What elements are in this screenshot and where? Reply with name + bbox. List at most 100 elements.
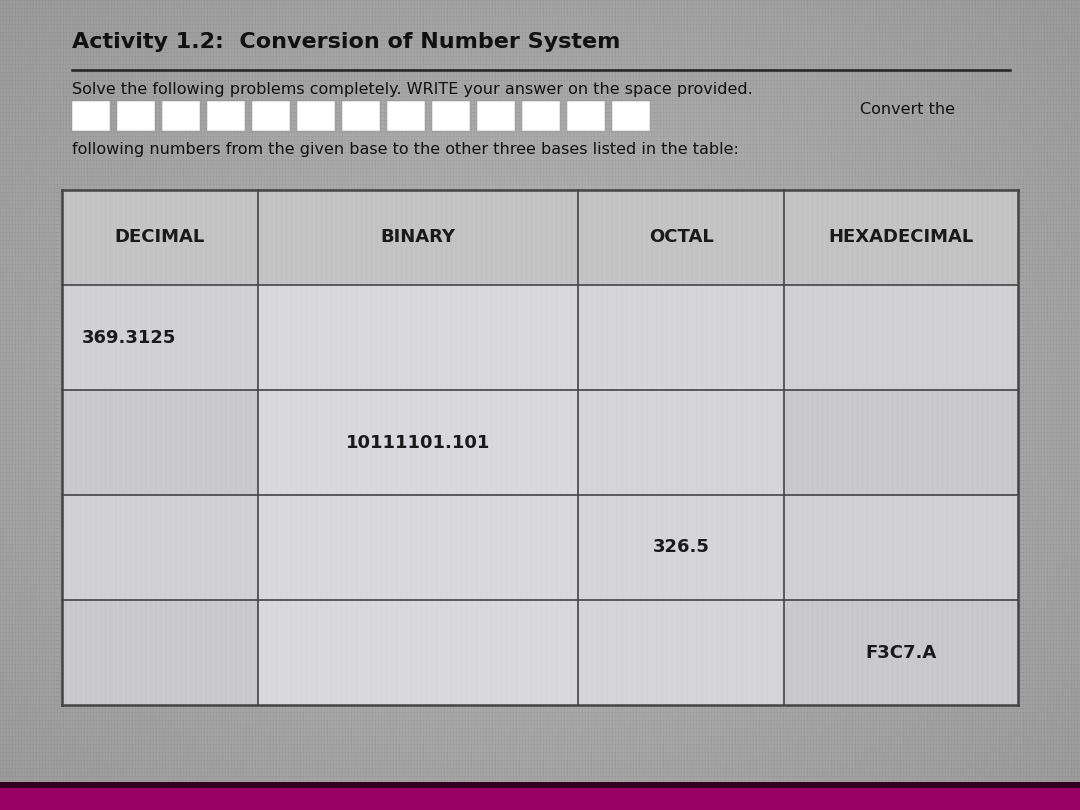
- Bar: [974, 190, 976, 285]
- Bar: [604, 285, 606, 390]
- Bar: [914, 390, 916, 495]
- Bar: [428, 190, 431, 285]
- Bar: [252, 190, 255, 285]
- Bar: [799, 390, 801, 495]
- Bar: [468, 285, 471, 390]
- Bar: [598, 600, 600, 705]
- Bar: [283, 495, 285, 600]
- Bar: [613, 600, 616, 705]
- Bar: [548, 390, 551, 495]
- Bar: [393, 390, 395, 495]
- Bar: [713, 390, 716, 495]
- Bar: [644, 390, 646, 495]
- Bar: [162, 495, 164, 600]
- Bar: [879, 600, 881, 705]
- Bar: [974, 495, 976, 600]
- Bar: [503, 285, 505, 390]
- Bar: [613, 190, 616, 285]
- Bar: [824, 390, 826, 495]
- Bar: [518, 390, 521, 495]
- Bar: [653, 190, 656, 285]
- Bar: [258, 390, 578, 495]
- Bar: [638, 390, 640, 495]
- Bar: [283, 285, 285, 390]
- Bar: [839, 600, 841, 705]
- Bar: [518, 600, 521, 705]
- Bar: [453, 190, 456, 285]
- Bar: [102, 495, 105, 600]
- Bar: [383, 495, 386, 600]
- Bar: [573, 390, 576, 495]
- Bar: [534, 390, 536, 495]
- Bar: [503, 190, 505, 285]
- Bar: [423, 190, 426, 285]
- Bar: [743, 495, 746, 600]
- Bar: [854, 495, 856, 600]
- Bar: [978, 600, 982, 705]
- Bar: [598, 495, 600, 600]
- Bar: [378, 495, 380, 600]
- Bar: [408, 390, 410, 495]
- Bar: [508, 190, 511, 285]
- Bar: [357, 495, 361, 600]
- Bar: [834, 390, 836, 495]
- Bar: [638, 190, 640, 285]
- Bar: [658, 600, 661, 705]
- Bar: [167, 190, 170, 285]
- Bar: [819, 285, 821, 390]
- Bar: [819, 390, 821, 495]
- Bar: [258, 390, 260, 495]
- Bar: [728, 600, 731, 705]
- Bar: [212, 495, 215, 600]
- Bar: [623, 190, 625, 285]
- Bar: [122, 390, 124, 495]
- Bar: [618, 190, 621, 285]
- Bar: [1003, 390, 1007, 495]
- Bar: [839, 190, 841, 285]
- Bar: [739, 600, 741, 705]
- Bar: [247, 190, 249, 285]
- Bar: [889, 285, 891, 390]
- Bar: [518, 495, 521, 600]
- Bar: [528, 390, 530, 495]
- Bar: [141, 285, 145, 390]
- Bar: [899, 190, 902, 285]
- Bar: [127, 600, 130, 705]
- Bar: [72, 390, 75, 495]
- Bar: [62, 190, 258, 285]
- Bar: [799, 495, 801, 600]
- Bar: [438, 285, 441, 390]
- Bar: [62, 285, 258, 390]
- Bar: [934, 285, 936, 390]
- Bar: [343, 600, 346, 705]
- Bar: [984, 390, 986, 495]
- Bar: [864, 190, 866, 285]
- Bar: [753, 285, 756, 390]
- Bar: [618, 390, 621, 495]
- Bar: [543, 495, 545, 600]
- Bar: [883, 285, 887, 390]
- Bar: [684, 390, 686, 495]
- Bar: [773, 600, 775, 705]
- Bar: [959, 495, 961, 600]
- Bar: [433, 390, 435, 495]
- Bar: [563, 190, 566, 285]
- Bar: [162, 285, 164, 390]
- Bar: [77, 190, 80, 285]
- Bar: [207, 600, 210, 705]
- Bar: [568, 600, 570, 705]
- Bar: [713, 600, 716, 705]
- Bar: [1009, 495, 1011, 600]
- Bar: [237, 390, 240, 495]
- Bar: [177, 285, 179, 390]
- Bar: [528, 190, 530, 285]
- Bar: [147, 495, 149, 600]
- Bar: [258, 495, 578, 600]
- Bar: [589, 600, 591, 705]
- Bar: [598, 285, 600, 390]
- Bar: [583, 390, 585, 495]
- Bar: [999, 285, 1001, 390]
- Bar: [102, 390, 105, 495]
- Bar: [724, 190, 726, 285]
- Bar: [949, 600, 951, 705]
